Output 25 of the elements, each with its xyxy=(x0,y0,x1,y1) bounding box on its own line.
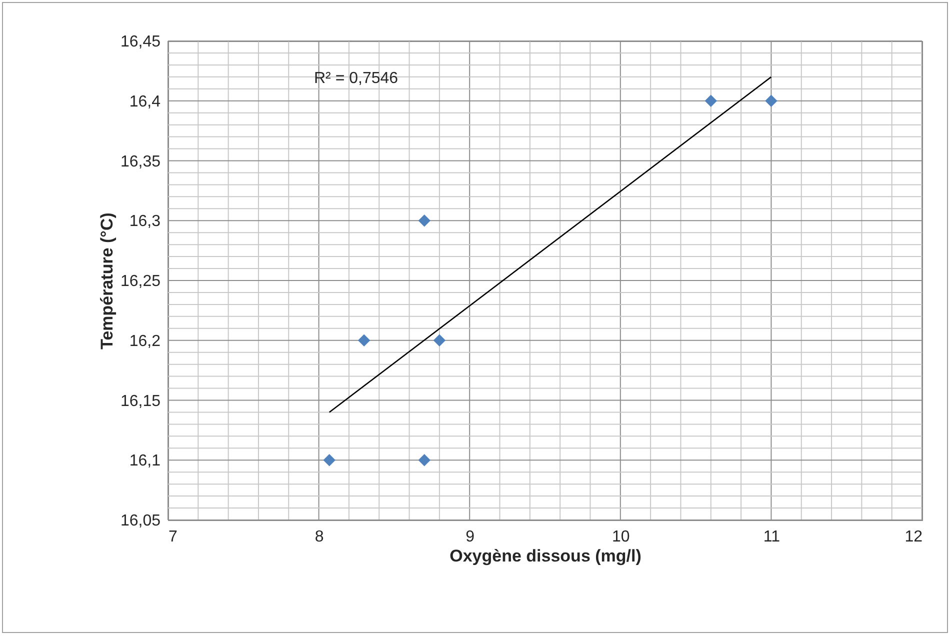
point xyxy=(418,454,430,466)
point xyxy=(358,334,370,346)
y-tick-label: 16,2 xyxy=(129,332,161,350)
annotation: R² = 0,7546 xyxy=(314,70,398,87)
x-tick-label: 7 xyxy=(168,528,178,546)
y-axis-title: Température (°C) xyxy=(97,212,116,350)
point xyxy=(433,334,446,346)
x-tick-label: 8 xyxy=(314,528,324,546)
y-tick-label: 16,05 xyxy=(120,512,161,530)
x-tick-label: 11 xyxy=(763,528,780,546)
point xyxy=(418,214,430,227)
y-tick-label: 16,35 xyxy=(120,153,161,170)
point xyxy=(704,94,718,107)
x-tick-label: 12 xyxy=(904,528,923,546)
y-tick-label: 16,25 xyxy=(120,273,161,290)
x-tick-label: 9 xyxy=(466,528,475,546)
x-axis-title: Oxygène dissous (mg/l) xyxy=(450,546,642,566)
y-tick-label: 16,4 xyxy=(129,93,161,110)
y-tick-label: 16,3 xyxy=(129,213,161,230)
point xyxy=(323,454,336,466)
y-tick-label: 16,1 xyxy=(129,452,161,470)
y-tick-label: 16,45 xyxy=(120,34,161,50)
x-tick-label: 10 xyxy=(612,528,630,546)
point xyxy=(765,94,778,107)
y-tick-label: 16,15 xyxy=(120,392,161,410)
